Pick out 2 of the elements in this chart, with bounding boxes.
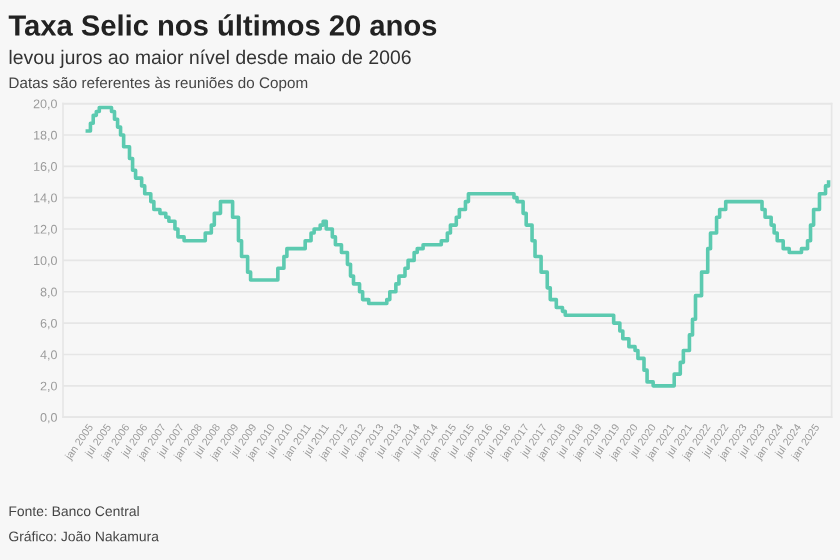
chart-subtitle: levou juros ao maior nível desde maio de 2006 bbox=[9, 49, 411, 68]
chart-title: Taxa Selic nos últimos 20 anos bbox=[8, 14, 437, 36]
